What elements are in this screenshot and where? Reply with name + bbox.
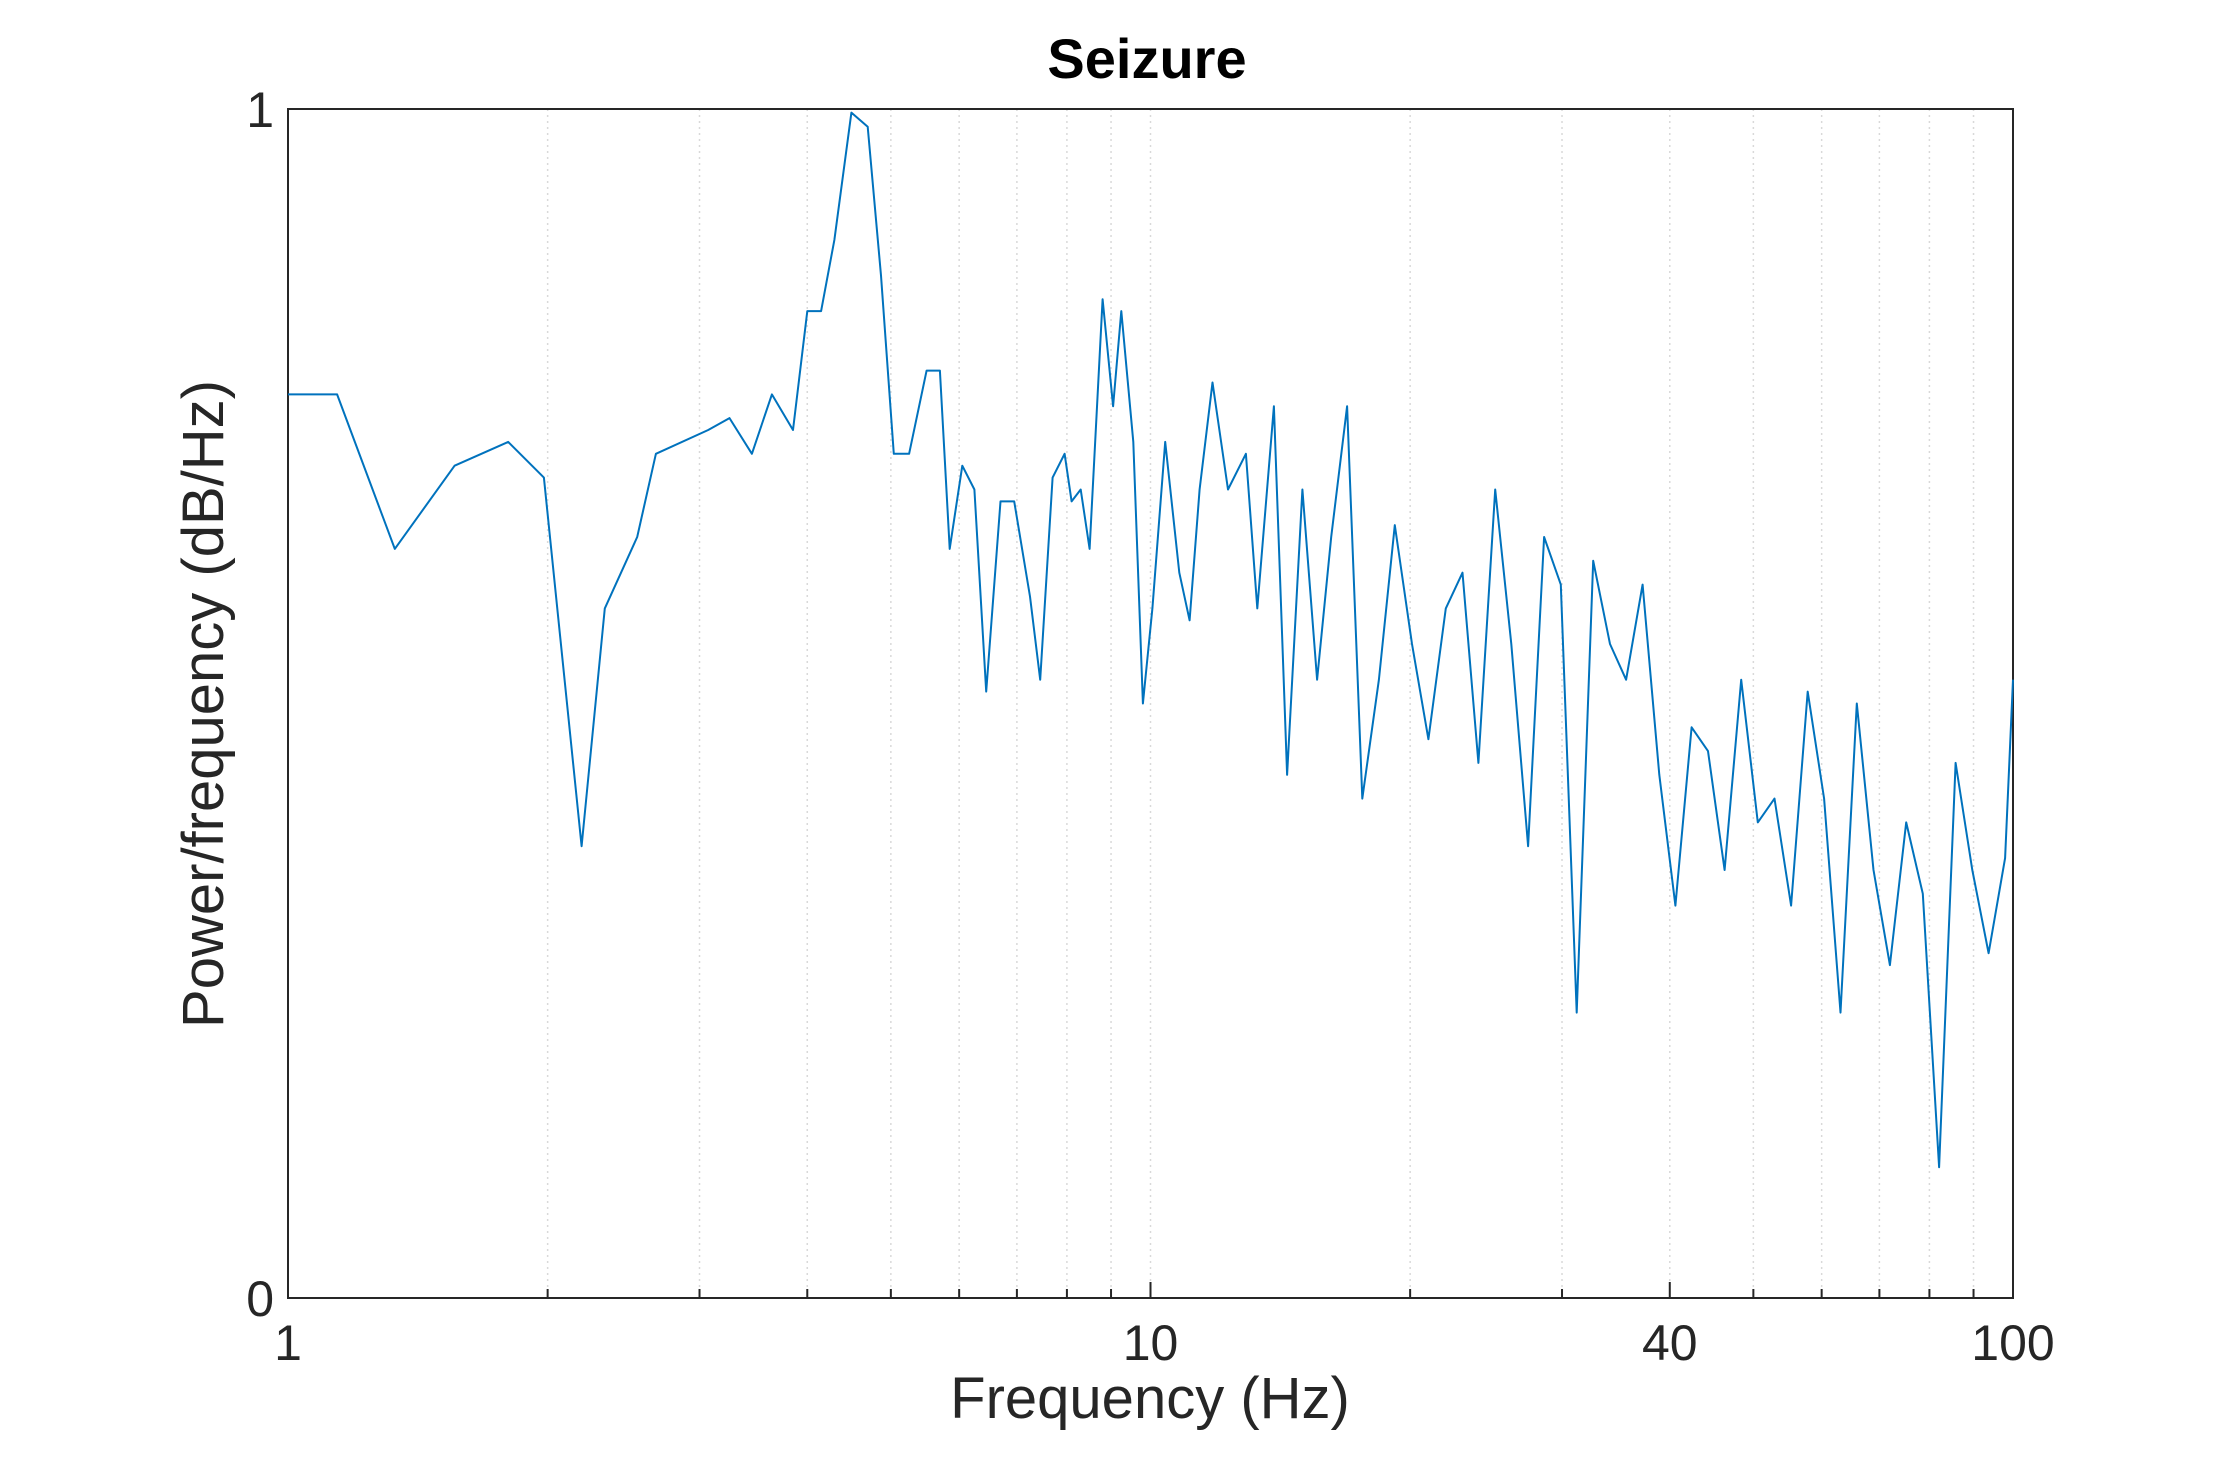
y-axis-label: Power/frequency (dB/Hz) — [171, 380, 236, 1028]
series-line — [288, 111, 2014, 1169]
x-tick-label: 1 — [274, 1315, 302, 1371]
y-tick-label: 0 — [246, 1271, 274, 1327]
y-tick-label: 1 — [246, 82, 274, 138]
x-axis-label: Frequency (Hz) — [950, 1366, 1350, 1431]
x-tick-label: 100 — [1971, 1315, 2054, 1371]
chart-title: Seizure — [1047, 27, 1246, 90]
grid — [546, 109, 1975, 1298]
series-group — [288, 111, 2014, 1169]
x-tick-label: 40 — [1642, 1315, 1698, 1371]
x-tick-label: 10 — [1123, 1315, 1179, 1371]
